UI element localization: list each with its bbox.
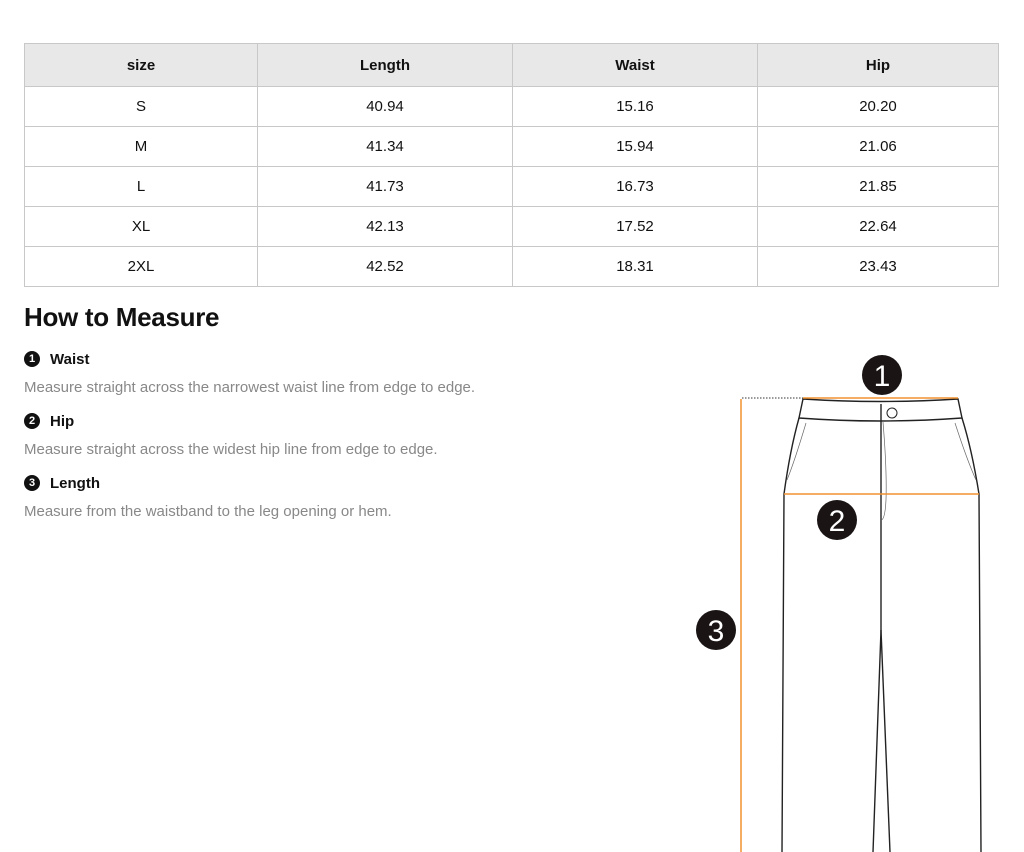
table-row: M 41.34 15.94 21.06: [24, 126, 999, 167]
table-cell: S: [24, 86, 258, 127]
table-row: XL 42.13 17.52 22.64: [24, 206, 999, 247]
number-badge: 3: [24, 475, 40, 491]
guide-label: Hip: [50, 412, 75, 430]
fly-stitching: [880, 421, 887, 521]
pants-outline: [781, 398, 982, 852]
marker-1-label: 1: [874, 360, 891, 393]
right-side-seam: [961, 417, 982, 852]
guide-desc: Measure straight across the widest hip l…: [24, 441, 438, 458]
header-size: size: [24, 43, 258, 87]
right-pocket-line: [954, 422, 977, 481]
table-cell: 41.73: [257, 166, 513, 207]
table-row: 2XL 42.52 18.31 23.43: [24, 246, 999, 287]
table-cell: 23.43: [757, 246, 999, 287]
measurement-lines: [740, 397, 979, 852]
left-side-seam: [781, 417, 800, 852]
table-cell: 15.94: [512, 126, 758, 167]
table-cell: 22.64: [757, 206, 999, 247]
table-cell: 2XL: [24, 246, 258, 287]
table-cell: 42.52: [257, 246, 513, 287]
guide-label: Waist: [50, 350, 90, 368]
guide-item-waist: 1 Waist Measure straight across the narro…: [24, 349, 475, 396]
table-cell: 21.85: [757, 166, 999, 207]
right-inseam: [880, 629, 891, 852]
table-row: S 40.94 15.16 20.20: [24, 86, 999, 127]
left-pocket-line: [786, 422, 807, 481]
table-cell: 16.73: [512, 166, 758, 207]
marker-2: [817, 500, 857, 540]
page-title: How to Measure: [24, 302, 220, 332]
marker-2-label: 2: [829, 505, 846, 538]
number-badge: 2: [24, 413, 40, 429]
table-cell: 18.31: [512, 246, 758, 287]
table-cell: 17.52: [512, 206, 758, 247]
guide-desc: Measure from the waistband to the leg op…: [24, 503, 392, 520]
guide-item-hip: 2 Hip Measure straight across the widest …: [24, 411, 438, 458]
table-header-row: size Length Waist Hip: [24, 43, 999, 87]
table-cell: 21.06: [757, 126, 999, 167]
number-badge: 1: [24, 351, 40, 367]
marker-3-label: 3: [708, 615, 725, 648]
guide-item-length: 3 Length Measure from the waistband to th…: [24, 473, 392, 520]
marker-3: [696, 610, 736, 650]
header-hip: Hip: [757, 43, 999, 87]
diagram-markers: 1 2 3: [696, 355, 902, 650]
left-inseam: [872, 404, 882, 852]
table-cell: 40.94: [257, 86, 513, 127]
guide-desc: Measure straight across the narrowest wa…: [24, 379, 476, 396]
button-icon: [886, 407, 898, 419]
guide-label: Length: [50, 474, 100, 492]
table-cell: 41.34: [257, 126, 513, 167]
size-chart-table: size Length Waist Hip S 40.94 15.16 20.20 M 4…: [24, 43, 999, 287]
marker-1: [862, 355, 902, 395]
